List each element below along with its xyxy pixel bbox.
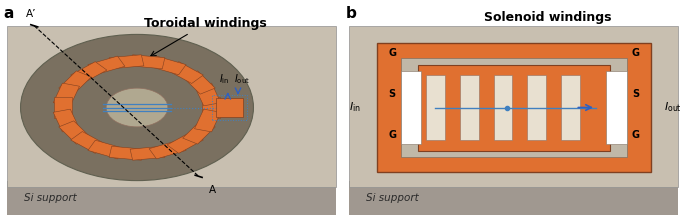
Text: $I_{\rm in}$: $I_{\rm in}$ (219, 72, 229, 86)
Bar (7, 181, 336, 215)
Polygon shape (183, 71, 215, 94)
Text: $I_{\rm out}$: $I_{\rm out}$ (234, 72, 249, 86)
Polygon shape (53, 109, 79, 132)
Polygon shape (53, 83, 79, 106)
Bar (606, 71, 627, 144)
Bar (527, 75, 546, 140)
Bar (426, 75, 445, 140)
Bar (560, 75, 580, 140)
Text: b: b (346, 6, 357, 22)
Text: Si support: Si support (24, 193, 77, 203)
Bar (212, 95, 247, 120)
Polygon shape (183, 121, 215, 144)
Polygon shape (55, 97, 73, 118)
Polygon shape (195, 109, 221, 132)
Text: $I_{\rm in}$: $I_{\rm in}$ (349, 101, 361, 114)
Polygon shape (71, 62, 107, 83)
Circle shape (21, 34, 253, 181)
Bar (377, 43, 651, 172)
Polygon shape (167, 62, 203, 83)
Bar (7, 26, 336, 187)
Circle shape (106, 88, 168, 127)
Text: Si support: Si support (366, 193, 419, 203)
Polygon shape (201, 97, 219, 118)
Text: G: G (388, 130, 396, 140)
Polygon shape (195, 83, 221, 106)
Polygon shape (149, 140, 186, 159)
Bar (418, 64, 610, 150)
Bar (401, 58, 627, 157)
Bar (216, 98, 243, 117)
Text: G: G (632, 48, 639, 58)
Bar (493, 75, 512, 140)
Text: S: S (388, 89, 396, 99)
Text: a: a (3, 6, 14, 22)
Bar (401, 71, 421, 144)
Text: S: S (632, 89, 639, 99)
Polygon shape (167, 132, 203, 153)
Text: A’: A’ (25, 9, 36, 19)
Polygon shape (149, 56, 186, 75)
Polygon shape (88, 56, 125, 75)
Polygon shape (88, 140, 125, 159)
Text: $I_{\rm out}$: $I_{\rm out}$ (664, 101, 682, 114)
Bar (349, 181, 678, 215)
Text: Solenoid windings: Solenoid windings (484, 11, 612, 24)
Text: G: G (632, 130, 639, 140)
Text: A: A (209, 185, 216, 195)
Bar (349, 26, 678, 187)
Polygon shape (71, 132, 107, 153)
Text: Toroidal windings: Toroidal windings (144, 17, 267, 56)
Bar (460, 75, 479, 140)
Polygon shape (59, 71, 91, 94)
Text: G: G (388, 48, 396, 58)
Polygon shape (109, 146, 144, 160)
Polygon shape (130, 146, 165, 160)
Polygon shape (130, 55, 165, 69)
Polygon shape (59, 121, 91, 144)
Polygon shape (109, 55, 144, 69)
